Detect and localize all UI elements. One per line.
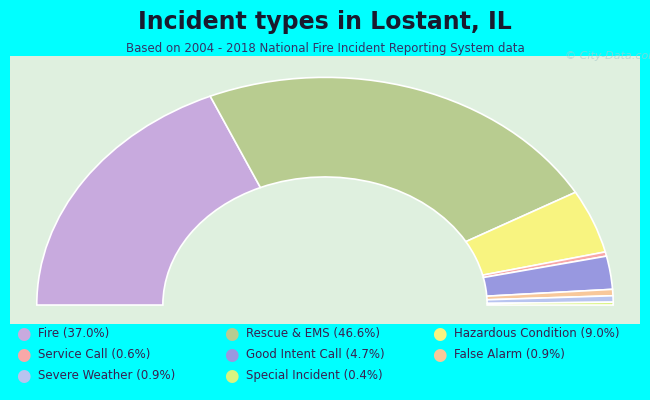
Text: Based on 2004 - 2018 National Fire Incident Reporting System data: Based on 2004 - 2018 National Fire Incid…: [125, 42, 525, 55]
Text: Hazardous Condition (9.0%): Hazardous Condition (9.0%): [454, 328, 619, 340]
Wedge shape: [487, 296, 613, 304]
Text: Incident types in Lostant, IL: Incident types in Lostant, IL: [138, 10, 512, 34]
Text: ●: ●: [16, 346, 31, 364]
Text: ●: ●: [224, 366, 239, 385]
Text: ●: ●: [432, 346, 447, 364]
Wedge shape: [37, 96, 261, 305]
Text: Fire (37.0%): Fire (37.0%): [38, 328, 109, 340]
Text: ●: ●: [432, 325, 447, 343]
Text: Special Incident (0.4%): Special Incident (0.4%): [246, 369, 382, 382]
Text: Service Call (0.6%): Service Call (0.6%): [38, 348, 150, 361]
Text: ●: ●: [16, 325, 31, 343]
Wedge shape: [210, 77, 575, 242]
Text: ●: ●: [224, 325, 239, 343]
Wedge shape: [483, 252, 606, 278]
Text: Good Intent Call (4.7%): Good Intent Call (4.7%): [246, 348, 384, 361]
Wedge shape: [487, 302, 613, 305]
Wedge shape: [487, 289, 613, 300]
Text: Rescue & EMS (46.6%): Rescue & EMS (46.6%): [246, 328, 380, 340]
Text: ●: ●: [16, 366, 31, 385]
Wedge shape: [466, 192, 605, 275]
Text: © City-Data.com: © City-Data.com: [565, 51, 650, 61]
Wedge shape: [484, 256, 612, 296]
Text: Severe Weather (0.9%): Severe Weather (0.9%): [38, 369, 175, 382]
Text: False Alarm (0.9%): False Alarm (0.9%): [454, 348, 565, 361]
Text: ●: ●: [224, 346, 239, 364]
